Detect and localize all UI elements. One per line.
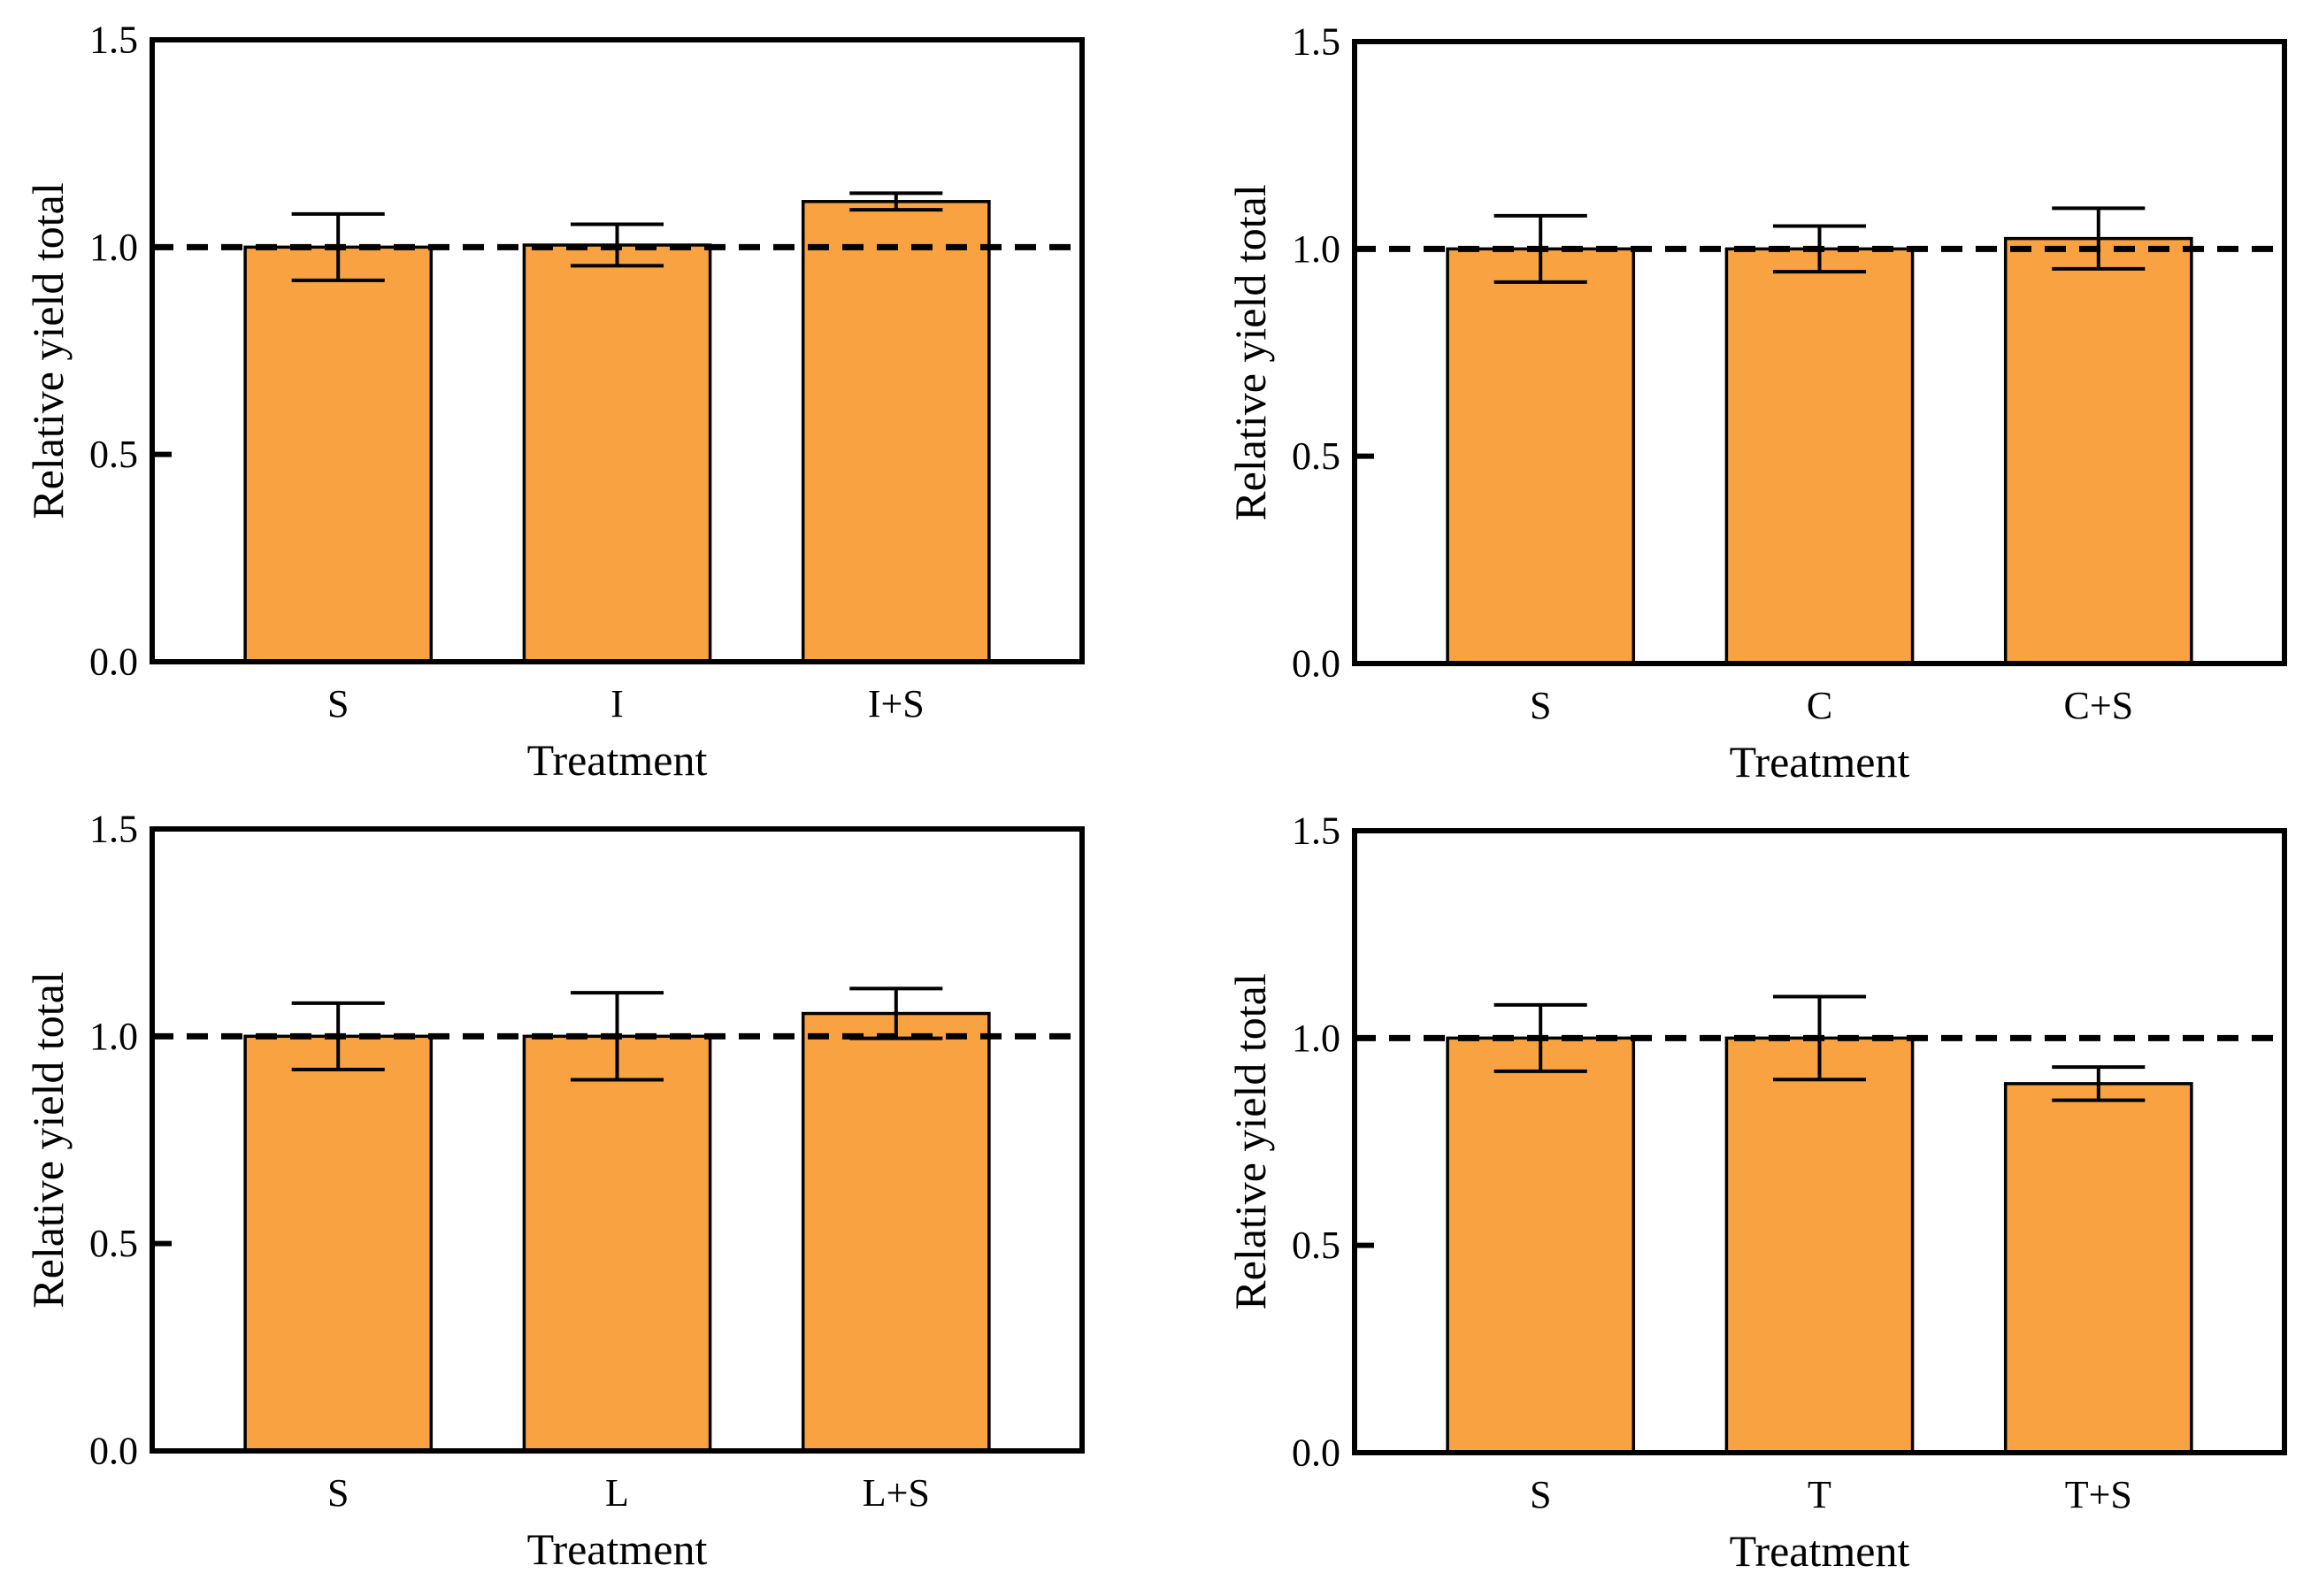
x-tick-label: I xyxy=(610,682,624,725)
x-axis-label: Treatment xyxy=(1730,737,1910,786)
error-bar-I+S xyxy=(849,191,943,212)
x-tick-label: C xyxy=(1807,684,1832,727)
bar-C xyxy=(1724,247,1915,665)
y-tick-label: 1.0 xyxy=(89,1015,138,1058)
x-tick-label: S xyxy=(327,1471,349,1515)
y-axis-label: Relative yield total xyxy=(1225,184,1275,520)
x-axis-label: Treatment xyxy=(527,1524,708,1574)
y-tick-label: 1.0 xyxy=(1292,227,1340,271)
x-tick-label: I+S xyxy=(868,682,925,725)
bar-S xyxy=(243,1034,434,1453)
y-axis-label: Relative yield total xyxy=(1225,973,1275,1309)
y-tick-label: 1.0 xyxy=(1292,1017,1340,1060)
chart-panel-top-left: 0.0 0.5 1.0 1.5 S I I+S Treatment Relative yield… xyxy=(0,0,1156,798)
bar-T+S xyxy=(2003,1082,2193,1454)
error-bar-T+S xyxy=(2052,1065,2146,1102)
bar-chart-top-right: 0.0 0.5 1.0 1.5 S C C+S Treatment Relative yield… xyxy=(1225,20,2287,786)
bar-S xyxy=(1446,1036,1636,1454)
y-tick-label: 1.5 xyxy=(1292,20,1340,64)
x-tick-label: L xyxy=(605,1471,629,1515)
plot-frame xyxy=(1352,39,2287,666)
plot-frame xyxy=(150,37,1085,664)
y-tick-label: 0.0 xyxy=(1292,642,1340,686)
bar-I xyxy=(522,243,712,664)
bar-S xyxy=(1446,247,1636,665)
x-tick-label: S xyxy=(1530,1473,1551,1516)
bar-L+S xyxy=(801,1011,991,1453)
plot-frame xyxy=(150,826,1085,1454)
x-tick-label: T xyxy=(1808,1473,1831,1516)
bar-L xyxy=(522,1034,712,1453)
x-tick-label: S xyxy=(327,682,349,725)
bar-chart-top-left: 0.0 0.5 1.0 1.5 S I I+S Treatment Relative yield… xyxy=(23,19,1085,785)
y-tick-label: 0.0 xyxy=(1292,1431,1340,1475)
y-tick-label: 0.0 xyxy=(89,641,138,684)
bar-T xyxy=(1724,1036,1915,1454)
y-tick-label: 0.5 xyxy=(89,433,138,476)
y-axis-label: Relative yield total xyxy=(23,971,73,1308)
error-bar-C+S xyxy=(2052,206,2146,271)
bar-I+S xyxy=(801,200,991,664)
plot-frame xyxy=(1352,828,2287,1455)
y-axis-label: Relative yield total xyxy=(23,182,73,518)
x-tick-label: L+S xyxy=(863,1471,930,1515)
x-axis-label: Treatment xyxy=(527,735,708,785)
chart-panel-top-right: 0.0 0.5 1.0 1.5 S C C+S Treatment Relative yield… xyxy=(1156,0,2311,798)
x-tick-label: T+S xyxy=(2065,1473,2132,1516)
x-axis-label: Treatment xyxy=(1730,1526,1910,1576)
y-tick-label: 0.5 xyxy=(1292,1224,1340,1267)
chart-panel-bottom-left: 0.0 0.5 1.0 1.5 S L L+S Treatment Relative yield… xyxy=(0,798,1156,1596)
y-tick-label: 1.5 xyxy=(89,19,138,62)
chart-panel-bottom-right: 0.0 0.5 1.0 1.5 S T T+S Treatment Relative yield… xyxy=(1156,798,2311,1596)
y-tick-label: 1.5 xyxy=(1292,810,1340,853)
x-tick-label: S xyxy=(1530,684,1551,727)
bar-chart-bottom-left: 0.0 0.5 1.0 1.5 S L L+S Treatment Relative yield… xyxy=(23,808,1085,1574)
y-tick-label: 0.5 xyxy=(1292,434,1340,478)
bar-S xyxy=(243,245,434,664)
bar-C+S xyxy=(2003,236,2193,665)
y-tick-label: 1.5 xyxy=(89,808,138,851)
y-tick-label: 0.5 xyxy=(89,1222,138,1265)
y-tick-label: 0.0 xyxy=(89,1430,138,1473)
y-tick-label: 1.0 xyxy=(89,226,138,269)
bar-chart-bottom-right: 0.0 0.5 1.0 1.5 S T T+S Treatment Relative yield… xyxy=(1225,810,2287,1576)
x-tick-label: C+S xyxy=(2063,684,2133,727)
